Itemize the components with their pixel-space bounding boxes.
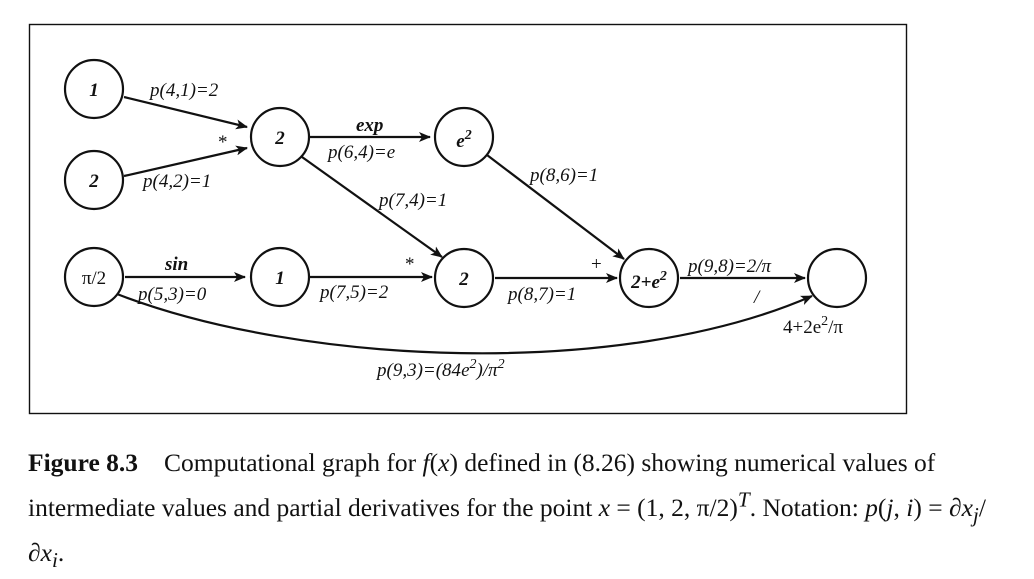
edge-6-8 bbox=[486, 154, 625, 260]
node-x4: 2 bbox=[249, 106, 311, 168]
node-x2: 2 bbox=[63, 149, 125, 211]
figure-label: Figure 8.3 bbox=[28, 448, 139, 477]
node-x8: 2+e2​ bbox=[618, 247, 680, 309]
computational-graph: 1 2 π/2 2 1 e2​ 2 2+e2​ p(4,1)=2 p(4,2)=… bbox=[28, 23, 908, 415]
edge-4-7 bbox=[301, 156, 443, 258]
node-x9 bbox=[806, 247, 868, 309]
figure-frame bbox=[28, 23, 908, 415]
node-x5: 1 bbox=[249, 246, 311, 308]
edge-2-4 bbox=[123, 145, 248, 178]
op-sin-5: sin bbox=[164, 254, 188, 275]
node-x8-label: 2+e2​ bbox=[630, 269, 667, 293]
op-exp-6: exp bbox=[356, 115, 383, 136]
op-mult-4: * bbox=[218, 132, 228, 153]
edge-label-9-8: p(9,8)=2/π bbox=[686, 256, 772, 277]
node-x6-label: e2​ bbox=[456, 128, 471, 152]
edge-label-7-5: p(7,5)=2 bbox=[318, 282, 389, 303]
edge-label-7-4: p(7,4)=1 bbox=[377, 190, 447, 211]
edge-label-6-4: p(6,4)=e bbox=[326, 142, 395, 163]
edge-1-4 bbox=[123, 95, 248, 130]
svg-text:1: 1 bbox=[275, 268, 285, 289]
edge-3-9 bbox=[116, 292, 813, 355]
edge-label-8-6: p(8,6)=1 bbox=[528, 165, 598, 186]
op-div-9: / bbox=[753, 287, 761, 308]
node-x3: π/2 bbox=[63, 246, 125, 308]
edge-label-9-3: p(9,3)=(84e2​)/π2​ bbox=[375, 357, 505, 381]
output-value: 4+2e2​/π bbox=[783, 314, 843, 338]
edge-label-4-1: p(4,1)=2 bbox=[148, 80, 219, 101]
caption-text: Computational graph for f(x) defined in … bbox=[28, 448, 986, 572]
node-x1: 1 bbox=[63, 58, 125, 120]
edge-label-5-3: p(5,3)=0 bbox=[136, 284, 207, 305]
svg-text:π/2: π/2 bbox=[82, 268, 106, 289]
node-x7: 2 bbox=[433, 247, 495, 309]
svg-text:2: 2 bbox=[88, 171, 99, 192]
edge-label-8-7: p(8,7)=1 bbox=[506, 284, 576, 305]
op-plus-8: + bbox=[591, 254, 602, 275]
op-mult-7: * bbox=[405, 254, 415, 275]
figure-caption: Figure 8.3 Computational graph for f(x) d… bbox=[28, 444, 1018, 579]
node-x6: e2​ bbox=[433, 106, 495, 168]
svg-text:1: 1 bbox=[89, 80, 99, 101]
svg-text:2: 2 bbox=[458, 269, 469, 290]
edge-label-4-2: p(4,2)=1 bbox=[141, 171, 211, 192]
svg-text:2: 2 bbox=[274, 128, 285, 149]
